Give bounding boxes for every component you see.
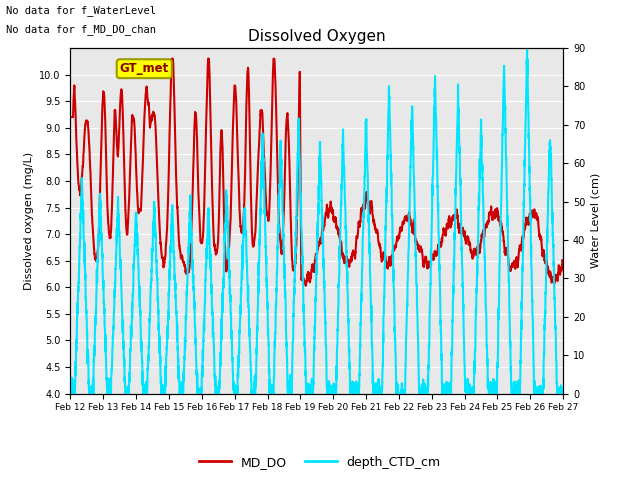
Text: GT_met: GT_met	[120, 62, 169, 75]
Title: Dissolved Oxygen: Dissolved Oxygen	[248, 29, 386, 44]
Y-axis label: Dissolved oxygen (mg/L): Dissolved oxygen (mg/L)	[24, 152, 34, 290]
Text: No data for f_MD_DO_chan: No data for f_MD_DO_chan	[6, 24, 156, 35]
Legend: MD_DO, depth_CTD_cm: MD_DO, depth_CTD_cm	[195, 451, 445, 474]
Text: No data for f_WaterLevel: No data for f_WaterLevel	[6, 5, 156, 16]
Y-axis label: Water Level (cm): Water Level (cm)	[591, 173, 601, 268]
